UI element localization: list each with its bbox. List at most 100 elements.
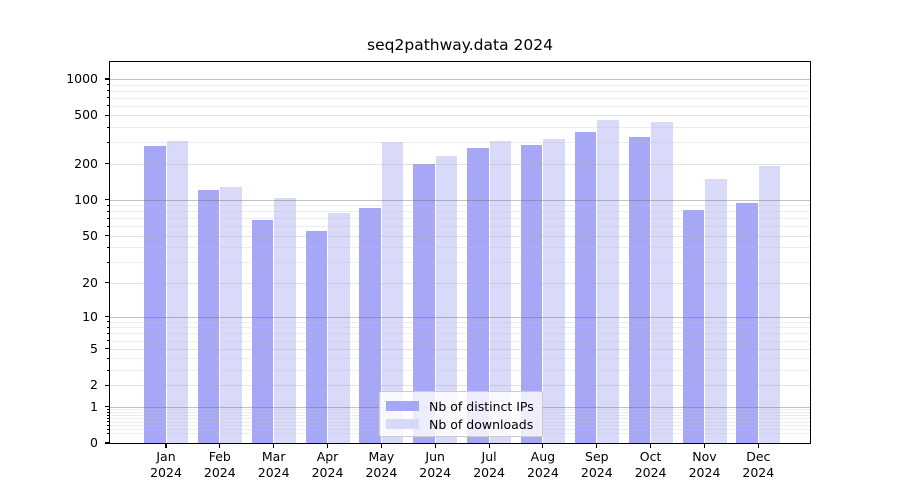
y-tick-label-20: 20 — [82, 274, 98, 290]
y-tick-label-0: 0 — [90, 435, 98, 450]
x-tick-label-may: May 2024 — [351, 449, 411, 480]
bar-dec-downloads — [758, 166, 781, 443]
bar-feb-downloads — [220, 186, 242, 443]
bar-sep-distinct-ips — [574, 132, 597, 443]
x-label-year: 2024 — [742, 464, 775, 480]
legend-swatch-distinct-ips — [386, 400, 419, 412]
y-tick-label-100: 100 — [74, 191, 98, 207]
y-minor-tick-mark — [107, 261, 110, 263]
bar-mar-distinct-ips — [251, 219, 274, 443]
y-tick-mark — [105, 78, 110, 80]
y-tick-mark — [105, 348, 110, 350]
x-tick-mark — [434, 444, 436, 449]
y-minor-tick-mark — [107, 246, 110, 248]
y-minor-tick-mark — [107, 357, 110, 359]
x-tick-label-sep: Sep 2024 — [567, 449, 627, 480]
bar-mar-downloads — [274, 198, 296, 443]
y-minor-tick-mark — [107, 369, 110, 371]
chart-title: seq2pathway.data 2024 — [367, 36, 553, 54]
y-minor-tick-mark — [107, 408, 110, 410]
x-label-month: Jan — [156, 449, 176, 464]
bar-jan-downloads — [166, 140, 188, 443]
bar-aug-distinct-ips — [520, 145, 543, 443]
x-label-year: 2024 — [150, 464, 182, 480]
x-label-year: 2024 — [257, 464, 290, 480]
x-label-year: 2024 — [580, 464, 613, 480]
x-label-month: Feb — [208, 449, 231, 464]
y-tick-mark — [105, 384, 110, 386]
y-minor-tick-mark — [107, 411, 110, 413]
x-tick-mark — [650, 444, 652, 449]
bar-aug-downloads — [543, 138, 565, 443]
x-label-year: 2024 — [526, 464, 559, 480]
x-tick-mark — [165, 444, 167, 449]
bar-nov-downloads — [705, 179, 727, 443]
bar-jul-distinct-ips — [467, 147, 489, 443]
y-minor-tick-mark — [107, 414, 110, 416]
x-tick-label-oct: Oct 2024 — [621, 449, 681, 480]
bar-jan-distinct-ips — [144, 145, 166, 443]
y-tick-mark — [105, 163, 110, 165]
y-tick-mark — [105, 442, 110, 444]
legend-item-downloads: Nb of downloads — [386, 415, 536, 433]
legend-item-distinct-ips: Nb of distinct IPs — [386, 397, 536, 415]
x-label-year: 2024 — [203, 464, 236, 480]
y-tick-label-1: 1 — [90, 398, 98, 414]
y-tick-label-1000: 1000 — [66, 71, 98, 86]
y-tick-label-2: 2 — [90, 377, 98, 393]
legend-label-downloads: Nb of downloads — [429, 416, 534, 432]
y-minor-tick-mark — [107, 105, 110, 107]
y-minor-tick-mark — [107, 97, 110, 99]
x-tick-label-nov: Nov 2024 — [675, 449, 735, 480]
y-minor-tick-mark — [107, 210, 110, 212]
x-label-year: 2024 — [473, 464, 505, 480]
x-tick-mark — [757, 444, 759, 449]
x-tick-label-jul: Jul 2024 — [459, 449, 519, 480]
x-tick-mark — [488, 444, 490, 449]
bar-may-distinct-ips — [359, 208, 381, 443]
y-minor-tick-mark — [107, 340, 110, 341]
y-minor-tick-mark — [107, 84, 110, 85]
y-minor-tick-mark — [107, 141, 110, 143]
bar-dec-distinct-ips — [736, 202, 758, 443]
y-tick-label-5: 5 — [90, 340, 98, 356]
x-label-year: 2024 — [688, 464, 721, 480]
x-label-month: Apr — [316, 449, 339, 464]
x-label-month: Sep — [585, 449, 609, 464]
bar-apr-downloads — [328, 212, 350, 443]
x-tick-label-jan: Jan 2024 — [136, 449, 196, 480]
y-tick-label-500: 500 — [74, 107, 98, 123]
x-tick-label-feb: Feb 2024 — [190, 449, 250, 480]
bar-oct-distinct-ips — [628, 136, 651, 443]
bar-oct-downloads — [651, 122, 673, 443]
x-tick-mark — [703, 444, 706, 449]
x-label-year: 2024 — [365, 464, 398, 480]
bar-sep-downloads — [597, 119, 619, 443]
legend-swatch-downloads — [386, 418, 419, 430]
x-label-month: Jun — [425, 449, 445, 464]
x-label-year: 2024 — [634, 464, 667, 480]
x-label-month: May — [368, 449, 395, 464]
y-tick-label-50: 50 — [82, 227, 98, 243]
x-tick-label-apr: Apr 2024 — [298, 449, 358, 480]
y-minor-tick-mark — [107, 225, 110, 227]
y-tick-mark — [105, 405, 110, 408]
x-tick-label-dec: Dec 2024 — [728, 449, 788, 480]
bar-jun-downloads — [435, 156, 458, 443]
x-label-month: Aug — [530, 449, 556, 464]
x-label-month: Mar — [261, 449, 286, 464]
y-tick-label-200: 200 — [74, 155, 98, 171]
y-tick-mark — [105, 316, 110, 318]
x-label-month: Jul — [481, 449, 497, 464]
plot-area: Nb of distinct IPs Nb of downloads — [110, 62, 810, 443]
y-minor-tick-mark — [107, 321, 110, 323]
y-minor-tick-mark — [107, 126, 110, 128]
x-label-month: Dec — [746, 449, 771, 464]
y-minor-tick-mark — [107, 421, 110, 423]
x-label-month: Oct — [639, 449, 662, 464]
y-minor-tick-mark — [107, 326, 110, 328]
y-minor-tick-mark — [107, 424, 110, 426]
y-minor-tick-mark — [107, 217, 110, 219]
x-tick-mark — [596, 444, 598, 449]
x-label-month: Nov — [692, 449, 717, 464]
